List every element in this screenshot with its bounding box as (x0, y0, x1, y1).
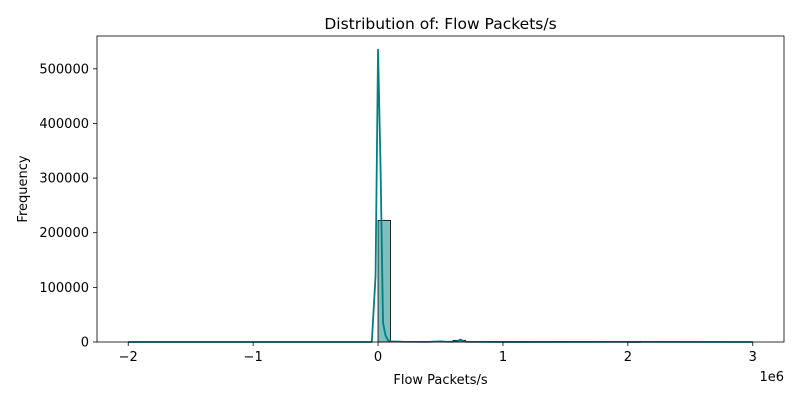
axes-frame (96, 35, 785, 343)
y-axis-label: Frequency (16, 155, 31, 222)
x-tick-label: 1 (499, 350, 507, 365)
x-axis: −2 −1 0 1 2 3 (119, 342, 757, 365)
plot-area (128, 48, 753, 343)
y-axis: 0 100000 200000 300000 400000 500000 (39, 62, 97, 351)
y-tick-label: 100000 (39, 281, 89, 296)
kde-line (128, 48, 753, 343)
x-tick-label: −2 (119, 350, 138, 365)
y-tick-label: 0 (81, 336, 89, 351)
y-tick-label: 500000 (39, 62, 89, 77)
y-tick-label: 300000 (39, 172, 89, 187)
x-tick-label: 3 (749, 350, 757, 365)
x-tick-label: −1 (244, 350, 263, 365)
x-tick-label: 2 (624, 350, 632, 365)
x-tick-label: 0 (374, 350, 382, 365)
chart-title: Distribution of: Flow Packets/s (324, 15, 556, 33)
x-offset-label: 1e6 (759, 370, 784, 385)
histogram-bar-1 (377, 220, 391, 343)
x-axis-label: Flow Packets/s (393, 373, 487, 388)
y-tick-label: 200000 (39, 226, 89, 241)
y-tick-label: 400000 (39, 117, 89, 132)
